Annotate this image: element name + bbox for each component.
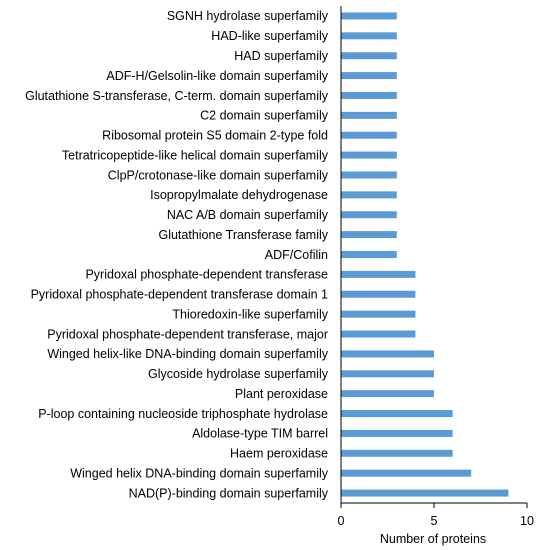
bar [341,370,434,378]
bar [341,449,453,457]
bar [341,350,434,358]
category-label: Pyridoxal phosphate-dependent transferas… [85,268,328,282]
bar [341,290,416,298]
category-label: NAD(P)-binding domain superfamily [129,486,329,500]
bar [341,231,397,239]
bar [341,91,397,99]
category-label: ADF-H/Gelsolin-like domain superfamily [106,69,328,83]
category-label: ADF/Cofilin [265,248,328,262]
bar [341,489,509,497]
bar [341,390,434,398]
bar [341,12,397,20]
bar [341,330,416,338]
bar [341,151,397,159]
bar [341,211,397,219]
category-label: Winged helix DNA-binding domain superfam… [70,466,329,480]
category-label: Thioredoxin-like superfamily [172,307,328,321]
category-label: ClpP/crotonase-like domain superfamily [108,168,329,182]
x-ticks-group: 0 5 10 [338,503,534,528]
bars-group [341,12,509,497]
bar [341,310,416,318]
bar [341,52,397,60]
category-labels-group: SGNH hydrolase superfamily HAD-like super… [25,9,329,500]
bar [341,171,397,179]
category-label: Glycoside hydrolase superfamily [148,367,329,381]
bar [341,270,416,278]
category-label: C2 domain superfamily [200,109,329,123]
category-label: Ribosomal protein S5 domain 2-type fold [102,129,328,143]
category-label: Glutathione S-transferase, C-term. domai… [25,89,329,103]
category-label: Haem peroxidase [230,447,328,461]
bar [341,251,397,258]
bar [341,131,397,139]
category-label: Plant peroxidase [235,387,328,401]
x-axis-title: Number of proteins [380,532,486,546]
category-label: Glutathione Transferase family [158,228,328,242]
category-label: SGNH hydrolase superfamily [167,9,329,23]
x-tick-label: 5 [431,514,438,528]
category-label: Pyridoxal phosphate-dependent transferas… [31,288,328,302]
category-label: Pyridoxal phosphate-dependent transferas… [47,327,328,341]
category-label: Aldolase-type TIM barrel [192,427,328,441]
category-label: Winged helix-like DNA-binding domain sup… [47,347,328,361]
x-tick-label: 10 [520,514,534,528]
category-label: HAD-like superfamily [211,29,328,43]
category-label: Tetratricopeptide-like helical domain su… [62,148,329,162]
bar [341,72,397,80]
bar [341,111,397,119]
category-label: HAD superfamily [234,49,329,63]
category-label: Isopropylmalate dehydrogenase [150,188,328,202]
bar [341,469,472,477]
bar [341,429,453,437]
bar [341,32,397,40]
category-label: NAC A/B domain superfamily [167,208,329,222]
bar [341,191,397,199]
category-label: P-loop containing nucleoside triphosphat… [38,407,328,421]
bar [341,410,453,418]
x-tick-label: 0 [338,514,345,528]
